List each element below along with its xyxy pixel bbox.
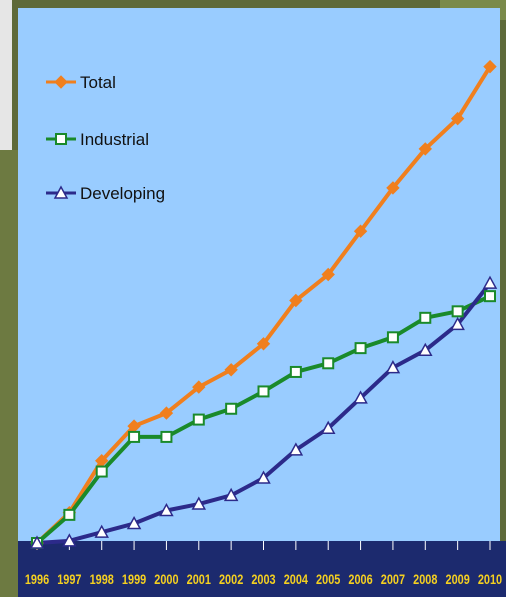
legend-marker-industrial xyxy=(55,133,67,145)
point-total-2008 xyxy=(418,142,432,156)
x-tick-label-1997: 1997 xyxy=(57,572,81,588)
series-markers xyxy=(29,59,498,550)
point-developing-1996 xyxy=(29,535,45,549)
x-tick-label-2003: 2003 xyxy=(251,572,275,588)
point-total-2007 xyxy=(386,181,400,195)
point-developing-1997 xyxy=(62,533,77,547)
legend: Total Industrial Developing xyxy=(46,73,165,203)
point-industrial-2008 xyxy=(419,311,432,324)
x-tick-label-2006: 2006 xyxy=(348,572,372,588)
x-tick-label-2002: 2002 xyxy=(219,572,243,588)
legend-label-industrial: Industrial xyxy=(80,130,149,149)
point-total-2006 xyxy=(353,224,368,238)
point-industrial-2004 xyxy=(289,365,302,378)
point-industrial-2010 xyxy=(484,290,496,303)
x-tick-label-1996: 1996 xyxy=(25,572,49,588)
point-total-2009 xyxy=(450,111,465,126)
x-tick-label-1999: 1999 xyxy=(122,572,146,588)
x-tick-label-2000: 2000 xyxy=(154,572,178,588)
plot-background xyxy=(18,8,500,546)
x-axis-band xyxy=(18,541,506,597)
point-developing-2000 xyxy=(159,502,174,517)
point-developing-1998 xyxy=(94,524,109,538)
point-total-2001 xyxy=(192,380,206,394)
point-developing-2007 xyxy=(385,360,401,374)
x-tick-label-2008: 2008 xyxy=(413,572,437,588)
point-industrial-2001 xyxy=(192,413,205,426)
point-industrial-2000 xyxy=(160,430,173,443)
point-industrial-1998 xyxy=(95,465,108,478)
x-tick-label-1998: 1998 xyxy=(90,572,114,588)
legend-marker-developing xyxy=(53,185,69,199)
legend-label-total: Total xyxy=(80,73,116,92)
legend-label-developing: Developing xyxy=(80,184,165,203)
point-developing-2006 xyxy=(353,390,368,404)
x-tick-label-2010: 2010 xyxy=(478,572,502,588)
point-industrial-2007 xyxy=(386,331,399,344)
point-total-2005 xyxy=(321,267,335,282)
x-tick-label-2007: 2007 xyxy=(381,572,405,588)
point-developing-2005 xyxy=(320,420,336,434)
point-industrial-2003 xyxy=(257,385,270,398)
point-total-2010 xyxy=(483,59,497,74)
point-developing-2010 xyxy=(482,275,498,289)
point-developing-2004 xyxy=(288,442,304,456)
point-industrial-1999 xyxy=(128,430,141,443)
x-axis-tick-labels: 1996 1997 1998 1999 2000 2001 2002 2003 2004 2005… xyxy=(25,572,502,588)
point-developing-2001 xyxy=(191,496,207,510)
point-industrial-1997 xyxy=(63,508,76,521)
legend-marker-total xyxy=(54,75,68,89)
x-tick-label-2001: 2001 xyxy=(187,572,211,588)
point-total-2003 xyxy=(256,337,271,351)
point-developing-2009 xyxy=(450,316,465,331)
point-industrial-2009 xyxy=(451,305,464,318)
point-total-2000 xyxy=(159,406,174,420)
point-developing-2008 xyxy=(418,342,433,357)
point-developing-1999 xyxy=(126,515,142,530)
point-total-2004 xyxy=(289,293,303,308)
point-developing-2003 xyxy=(256,470,271,484)
point-total-2002 xyxy=(224,363,238,377)
x-tick-label-2009: 2009 xyxy=(445,572,469,588)
point-industrial-2006 xyxy=(354,342,367,355)
point-industrial-2002 xyxy=(225,402,238,415)
point-developing-2002 xyxy=(223,487,239,502)
x-tick-label-2005: 2005 xyxy=(316,572,340,588)
point-industrial-2005 xyxy=(322,357,335,370)
x-tick-label-2004: 2004 xyxy=(284,572,308,588)
